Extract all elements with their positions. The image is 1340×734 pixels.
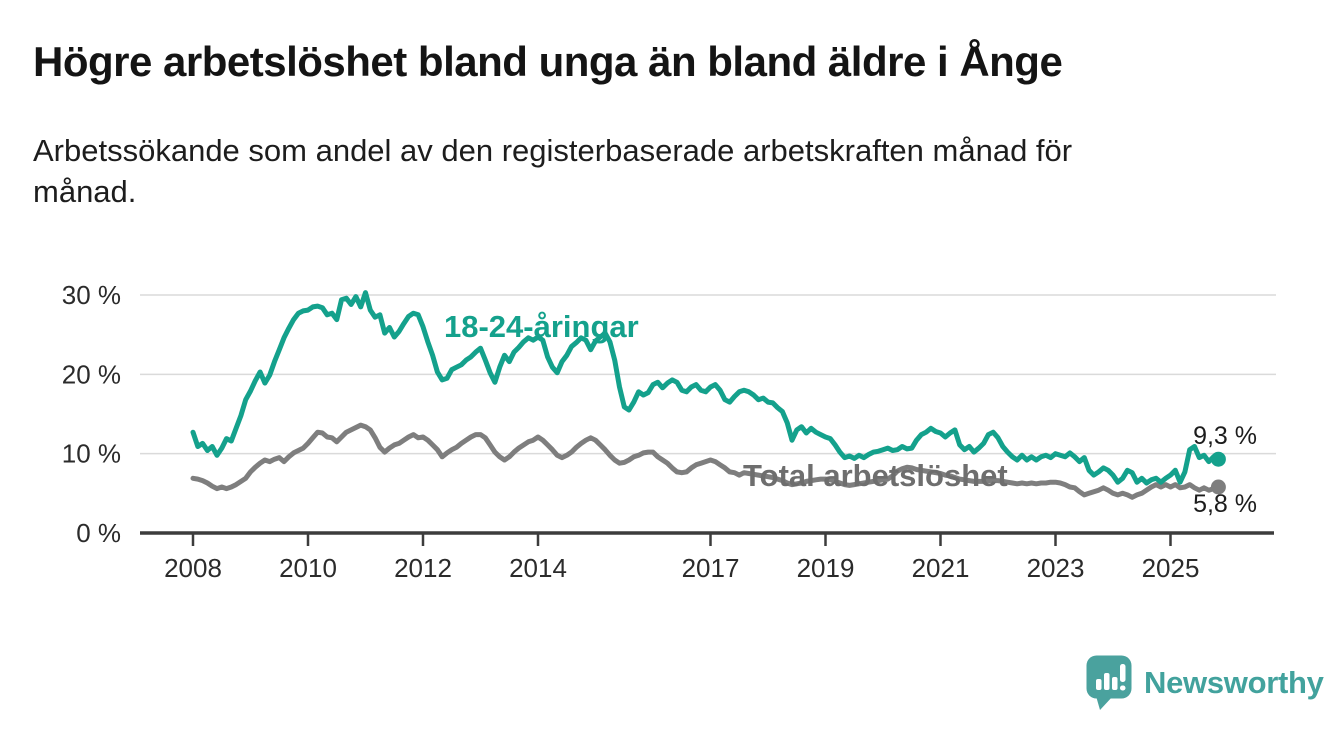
subtitle-line-2: månad. xyxy=(33,174,137,209)
series-line-total-unemployment xyxy=(190,422,1221,500)
x-tick-label: 2025 xyxy=(1142,553,1200,583)
chart-subtitle: Arbetssökande som andel av den registerb… xyxy=(33,130,1233,212)
y-tick-label: 0 % xyxy=(76,518,121,548)
x-tick-label: 2014 xyxy=(509,553,567,583)
x-tick-label: 2023 xyxy=(1027,553,1085,583)
series-label-youth-18-24: 18-24-åringar xyxy=(444,309,639,344)
series-endpoint-total xyxy=(1210,479,1226,495)
x-tick-label: 2010 xyxy=(279,553,337,583)
newsworthy-speech-bubble-chart-icon xyxy=(1086,655,1132,710)
x-tick-label: 2019 xyxy=(797,553,855,583)
series-endpoint-youth xyxy=(1210,451,1226,467)
x-tick-label: 2012 xyxy=(394,553,452,583)
newsworthy-logo-text: Newsworthy xyxy=(1144,664,1324,700)
y-tick-label: 30 % xyxy=(62,280,121,310)
subtitle-line-1: Arbetssökande som andel av den registerb… xyxy=(33,133,1073,168)
series-label-total-unemployment: Total arbetslöshet xyxy=(743,458,1008,493)
end-value-label-youth: 9,3 % xyxy=(1193,422,1257,450)
y-tick-label: 10 % xyxy=(62,439,121,469)
x-tick-label: 2017 xyxy=(682,553,740,583)
y-tick-label: 20 % xyxy=(62,359,121,389)
newsworthy-logo: Newsworthy xyxy=(1085,654,1324,711)
x-tick-label: 2021 xyxy=(912,553,970,583)
end-value-label-total: 5,8 % xyxy=(1193,490,1257,518)
x-tick-label: 2008 xyxy=(164,553,222,583)
series-line-youth-18-24 xyxy=(190,290,1221,486)
page-title: Högre arbetslöshet bland unga än bland ä… xyxy=(33,38,1063,85)
